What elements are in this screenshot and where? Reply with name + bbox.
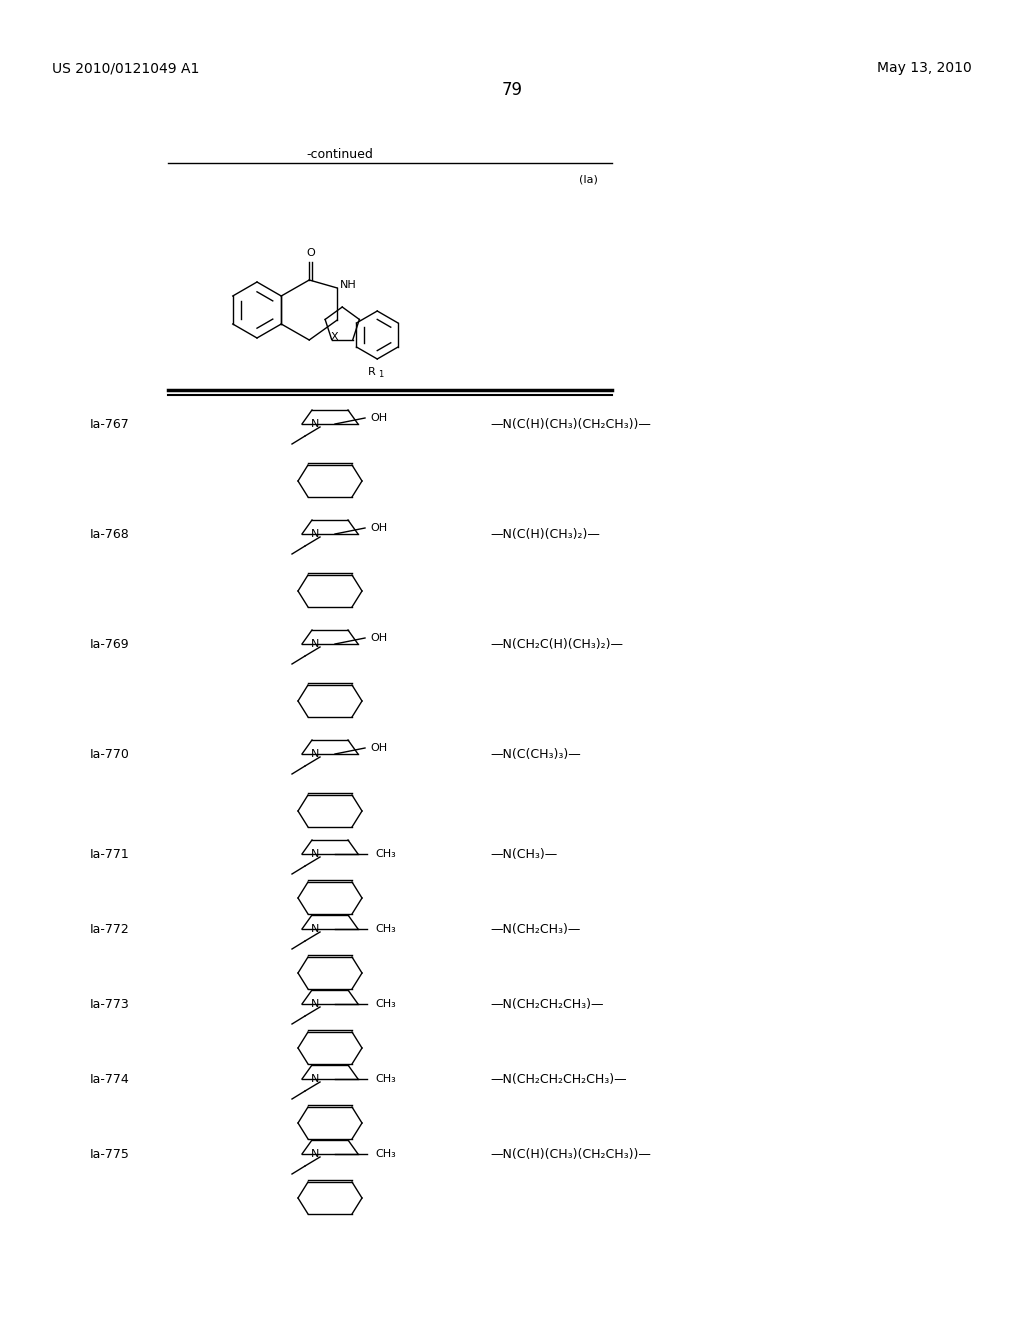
Text: CH₃: CH₃ [375,924,395,935]
Text: N: N [311,529,319,539]
Text: Ia-773: Ia-773 [90,998,130,1011]
Text: N: N [311,1148,319,1159]
Text: Ia-771: Ia-771 [90,847,130,861]
Text: OH: OH [370,523,387,533]
Text: —N(CH₃)—: —N(CH₃)— [490,847,557,861]
Text: N: N [311,639,319,649]
Text: —N(CH₂CH₂CH₃)—: —N(CH₂CH₂CH₃)— [490,998,603,1011]
Text: —N(CH₂C(H)(CH₃)₂)—: —N(CH₂C(H)(CH₃)₂)— [490,638,623,651]
Text: R: R [369,367,376,378]
Text: CH₃: CH₃ [375,1148,395,1159]
Text: Ia-768: Ia-768 [90,528,130,541]
Text: Ia-769: Ia-769 [90,638,130,651]
Text: Ia-767: Ia-767 [90,418,130,432]
Text: N: N [311,748,319,759]
Text: N: N [311,999,319,1008]
Text: Ia-775: Ia-775 [90,1148,130,1162]
Text: Ia-772: Ia-772 [90,923,130,936]
Text: O: O [307,248,315,257]
Text: —N(CH₂CH₃)—: —N(CH₂CH₃)— [490,923,581,936]
Text: —N(C(CH₃)₃)—: —N(C(CH₃)₃)— [490,748,581,762]
Text: US 2010/0121049 A1: US 2010/0121049 A1 [52,61,200,75]
Text: —N(CH₂CH₂CH₂CH₃)—: —N(CH₂CH₂CH₂CH₃)— [490,1073,627,1086]
Text: CH₃: CH₃ [375,999,395,1008]
Text: —N(C(H)(CH₃)(CH₂CH₃))—: —N(C(H)(CH₃)(CH₂CH₃))— [490,1148,651,1162]
Text: NH: NH [340,280,357,290]
Text: N: N [311,924,319,935]
Text: N: N [311,1074,319,1084]
Text: N: N [311,418,319,429]
Text: (Ia): (Ia) [580,176,598,185]
Text: Ia-774: Ia-774 [90,1073,130,1086]
Text: Ia-770: Ia-770 [90,748,130,762]
Text: 1: 1 [378,370,383,379]
Text: 79: 79 [502,81,522,99]
Text: CH₃: CH₃ [375,849,395,859]
Text: May 13, 2010: May 13, 2010 [878,61,972,75]
Text: OH: OH [370,634,387,643]
Text: N: N [311,849,319,859]
Text: OH: OH [370,743,387,752]
Text: OH: OH [370,413,387,422]
Text: CH₃: CH₃ [375,1074,395,1084]
Text: X: X [331,333,338,342]
Text: —N(C(H)(CH₃)(CH₂CH₃))—: —N(C(H)(CH₃)(CH₂CH₃))— [490,418,651,432]
Text: -continued: -continued [306,149,374,161]
Text: —N(C(H)(CH₃)₂)—: —N(C(H)(CH₃)₂)— [490,528,600,541]
